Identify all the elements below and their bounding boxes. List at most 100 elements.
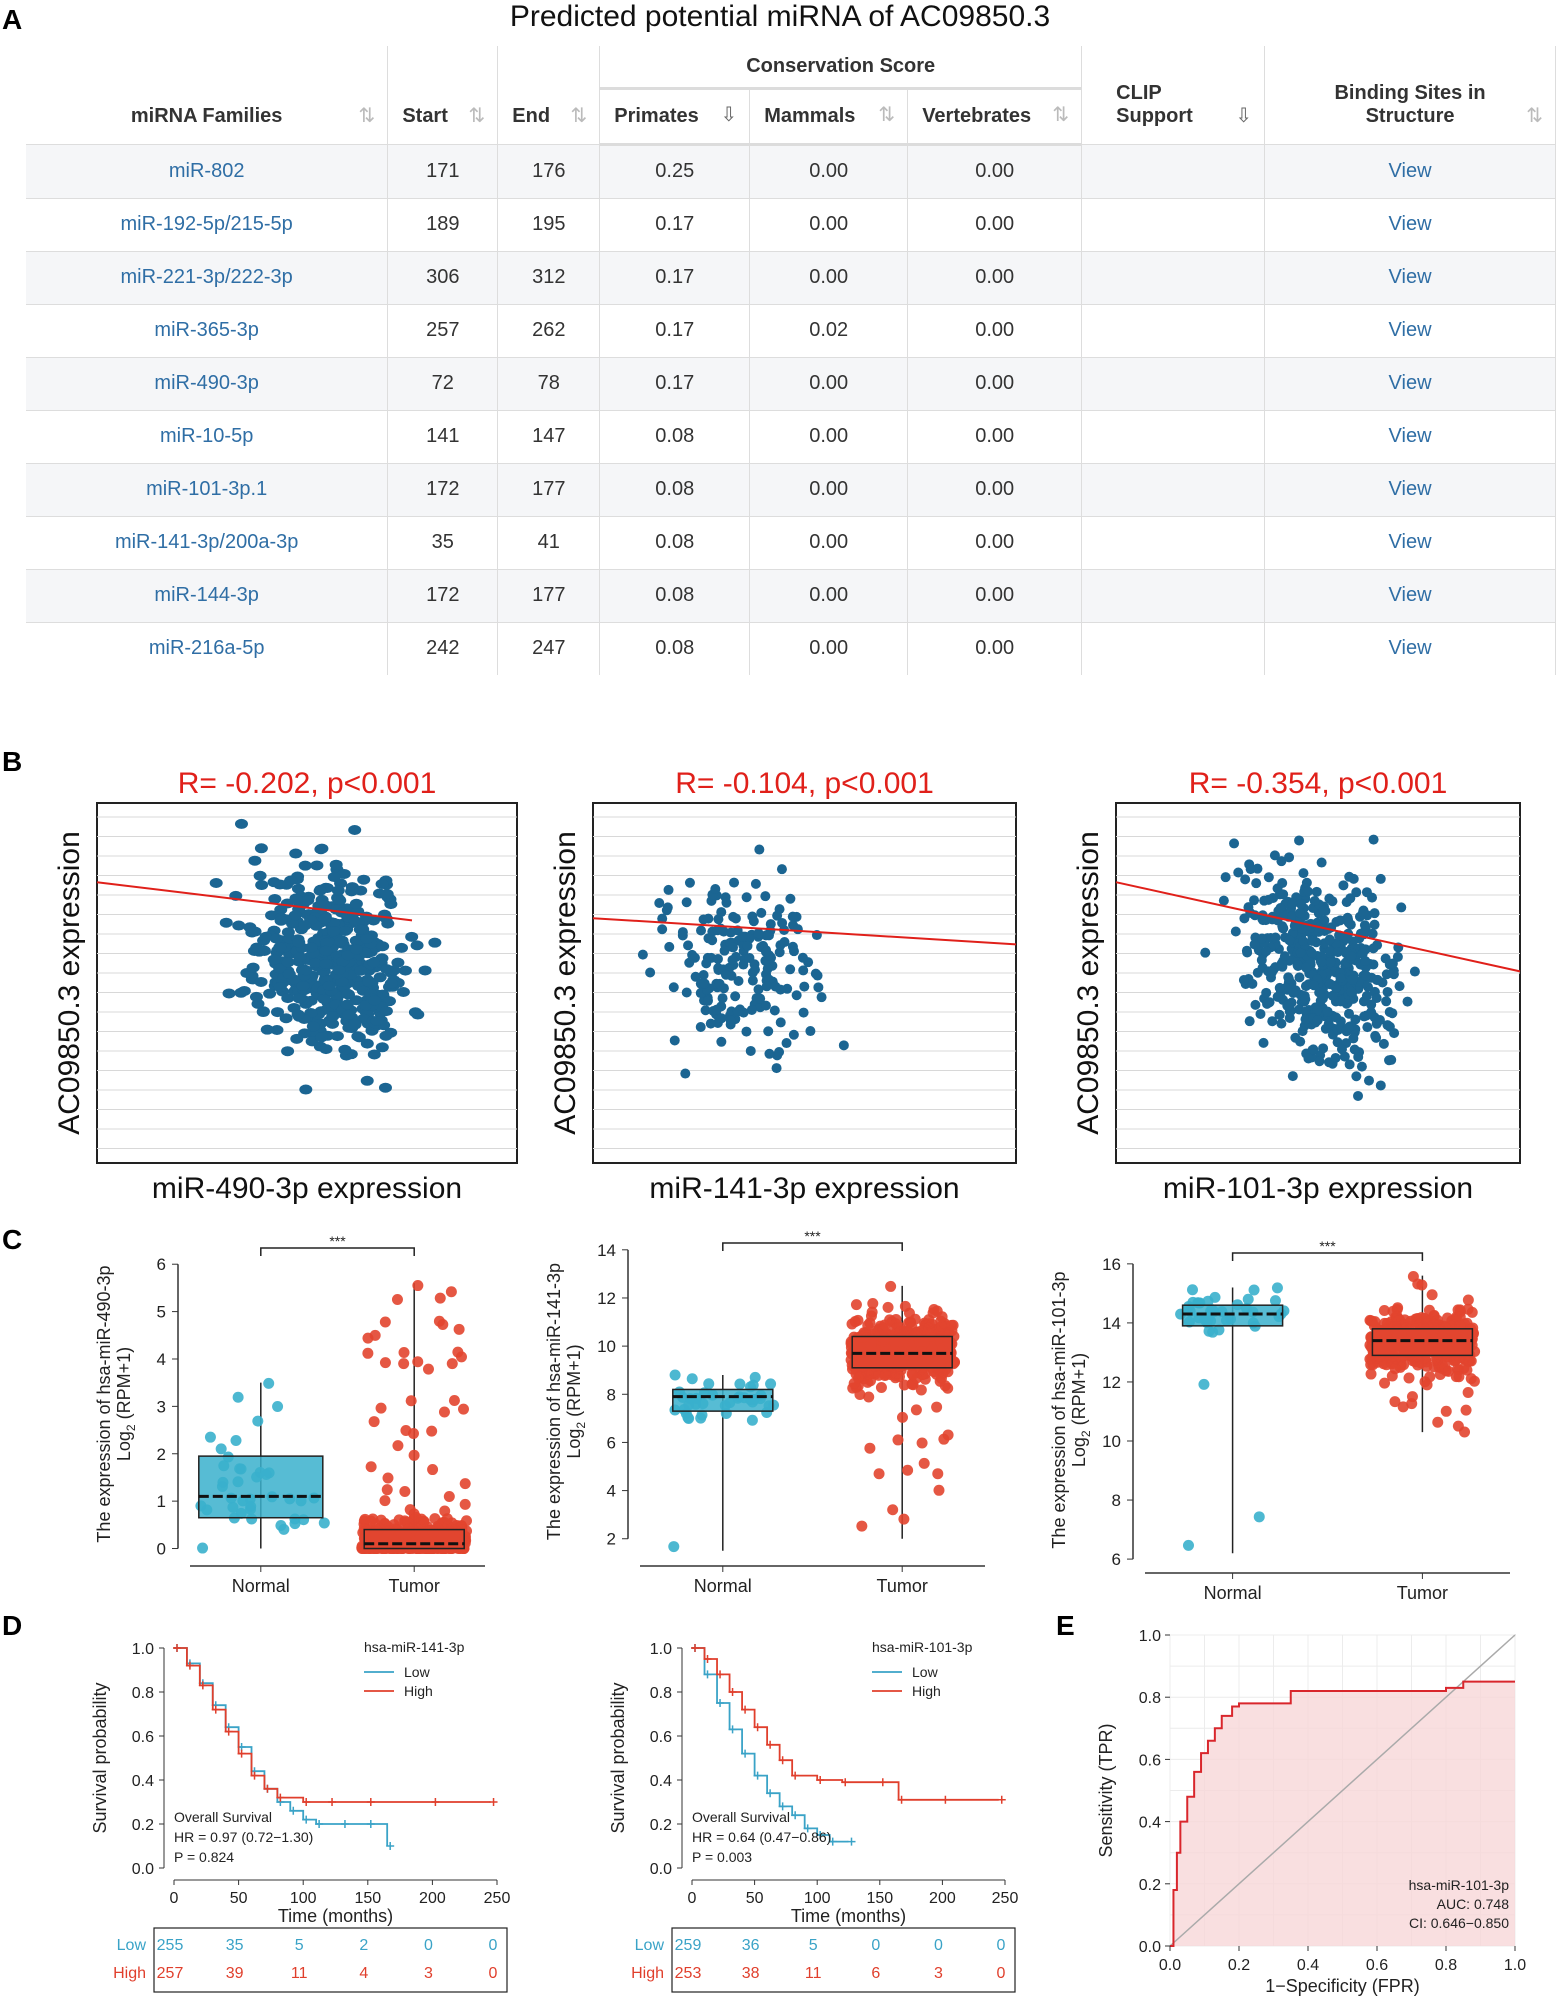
cell-family[interactable]: miR-216a-5p (26, 621, 389, 675)
cell-family[interactable]: miR-101-3p.1 (26, 462, 389, 516)
col-header-end[interactable]: End ⇅ (497, 46, 601, 144)
cell-view[interactable]: View (1264, 303, 1556, 357)
scatter-point (718, 983, 729, 994)
scatter-point (777, 917, 788, 928)
scatter-point (334, 936, 348, 947)
cell-view[interactable]: View (1264, 568, 1556, 622)
x-tick-label: Normal (232, 1576, 290, 1596)
scatter-point (716, 907, 727, 918)
scatter-point (1277, 878, 1288, 889)
cell-view[interactable]: View (1264, 409, 1556, 463)
cell-primates: 0.08 (599, 621, 751, 675)
scatter-point (327, 926, 341, 937)
cell-family[interactable]: miR-490-3p (26, 356, 389, 410)
col-header-vertebrates[interactable]: Vertebrates ⇅ (907, 88, 1083, 146)
col-header-families[interactable]: miRNA Families ⇅ (26, 46, 389, 144)
scatter-point (279, 1013, 293, 1024)
x-tick-label: 100 (290, 1890, 317, 1907)
cell-end: 41 (497, 515, 601, 569)
scatter-point (248, 926, 262, 937)
scatter-point (1243, 902, 1254, 913)
data-point (252, 1415, 264, 1427)
scatter-point (1261, 987, 1272, 998)
scatter-point (257, 945, 271, 956)
scatter-point (380, 964, 394, 975)
y-axis-label-units: Log2 (RPM+1) (564, 1344, 588, 1458)
scatter-point (1267, 1016, 1278, 1027)
scatter-point (663, 884, 674, 895)
col-header-start[interactable]: Start ⇅ (387, 46, 499, 144)
cell-clip (1081, 197, 1266, 251)
x-axis-label: Time (months) (278, 1906, 393, 1926)
cell-view[interactable]: View (1264, 143, 1556, 198)
cell-view[interactable]: View (1264, 250, 1556, 304)
scatter-point (310, 860, 324, 871)
scatter-point (1270, 932, 1281, 943)
table-row: miR-802 171 176 0.25 0.00 0.00 View (26, 143, 1556, 198)
scatter-point (248, 855, 262, 866)
data-point (1389, 1363, 1401, 1375)
y-tick-label: 0.0 (650, 1861, 672, 1878)
scatter-point (315, 1032, 329, 1043)
scatter-point (327, 872, 341, 883)
scatter-point (1298, 936, 1309, 947)
annotation-text: Overall Survival (174, 1809, 272, 1825)
data-point (359, 1513, 371, 1525)
cell-family[interactable]: miR-221-3p/222-3p (26, 250, 389, 304)
cell-family[interactable]: miR-365-3p (26, 303, 389, 357)
y-tick-label: 1 (157, 1492, 166, 1511)
cell-vertebrates: 0.00 (907, 143, 1083, 198)
y-tick-label: 0.6 (132, 1729, 154, 1746)
cell-view[interactable]: View (1264, 462, 1556, 516)
scatter-point (1262, 998, 1273, 1009)
scatter-point (747, 975, 758, 986)
scatter-point (1240, 874, 1251, 885)
cell-view[interactable]: View (1264, 515, 1556, 569)
cell-view[interactable]: View (1264, 621, 1556, 675)
risk-count: 253 (675, 1965, 702, 1982)
cell-family[interactable]: miR-10-5p (26, 409, 389, 463)
scatter-point (730, 913, 741, 924)
scatter-point (391, 957, 405, 968)
scatter-point (717, 993, 728, 1004)
col-header-binding[interactable]: Binding Sites in Structure ⇅ (1264, 46, 1556, 144)
scatter-point (645, 967, 656, 978)
y-tick-label: 3 (157, 1397, 166, 1416)
cell-family[interactable]: miR-141-3p/200a-3p (26, 515, 389, 569)
data-point (686, 1373, 698, 1385)
scatter-point (772, 910, 783, 921)
cell-view[interactable]: View (1264, 197, 1556, 251)
data-point (668, 1541, 680, 1553)
cell-view[interactable]: View (1264, 356, 1556, 410)
y-axis-label: AC09850.3 expression (53, 831, 86, 1135)
scatter-point (1277, 923, 1288, 934)
data-point (1421, 1379, 1433, 1391)
scatter-point (1353, 1090, 1364, 1101)
cell-clip (1081, 250, 1266, 304)
cell-family[interactable]: miR-802 (26, 143, 389, 198)
risk-count: 36 (742, 1937, 760, 1954)
data-point (368, 1416, 380, 1428)
cell-vertebrates: 0.00 (907, 462, 1083, 516)
scatter-point (668, 982, 679, 993)
y-tick-label: 8 (607, 1385, 616, 1404)
scatter-point (787, 911, 798, 922)
cell-family[interactable]: miR-192-5p/215-5p (26, 197, 389, 251)
cell-end: 177 (497, 462, 601, 516)
data-point (230, 1435, 242, 1447)
scatter-point (263, 988, 277, 999)
risk-count: 39 (226, 1965, 244, 1982)
scatter-point (810, 968, 821, 979)
cell-family[interactable]: miR-144-3p (26, 568, 389, 622)
col-header-primates[interactable]: Primates ⇩ (599, 88, 751, 146)
survival-curve-high (692, 1647, 999, 1801)
col-header-clip[interactable]: CLIP Support ⇩ (1081, 46, 1266, 144)
survival-curve-high (174, 1647, 491, 1803)
scatter-point (282, 969, 296, 980)
risk-table-frame (671, 1927, 1016, 1993)
col-header-mammals[interactable]: Mammals ⇅ (749, 88, 909, 146)
data-point (915, 1384, 927, 1396)
scatter-point (354, 965, 368, 976)
annotation-text: HR = 0.97 (0.72−1.30) (174, 1829, 313, 1845)
data-point (1462, 1387, 1474, 1399)
